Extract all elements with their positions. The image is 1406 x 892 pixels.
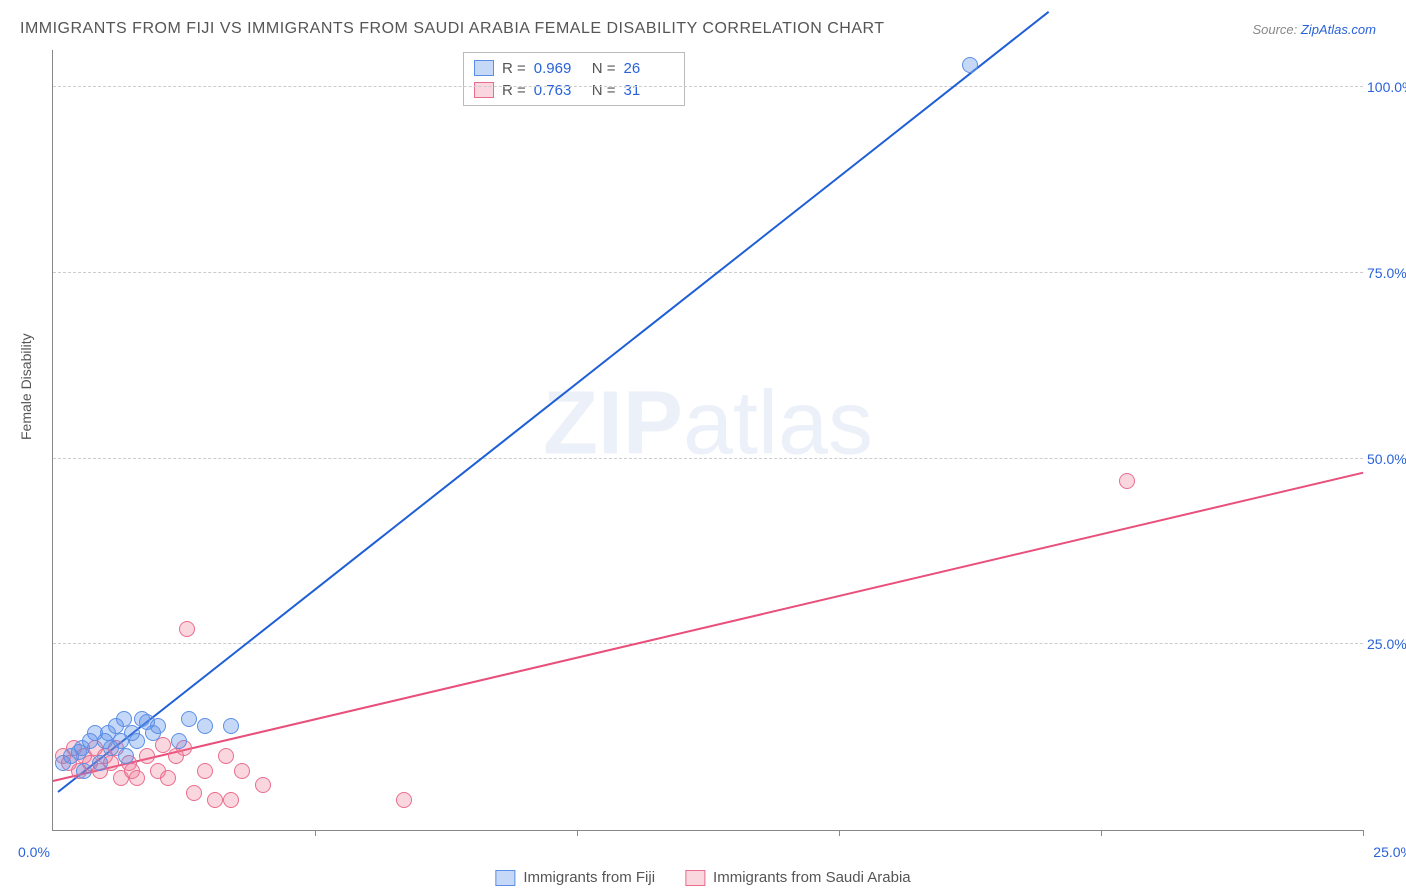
- x-far-label: 25.0%: [1373, 844, 1406, 860]
- data-point: [186, 785, 202, 801]
- swatch-series2: [474, 82, 494, 98]
- r-value: 0.969: [534, 60, 584, 77]
- y-tick-label: 75.0%: [1367, 265, 1406, 281]
- data-point: [234, 763, 250, 779]
- series-label: Immigrants from Saudi Arabia: [713, 869, 911, 886]
- data-point: [160, 770, 176, 786]
- legend-row: R = 0.763 N = 31: [474, 79, 674, 101]
- data-point: [218, 748, 234, 764]
- data-point: [223, 792, 239, 808]
- source-citation: Source: ZipAtlas.com: [1252, 22, 1376, 37]
- trendline: [58, 11, 1050, 793]
- x-origin-label: 0.0%: [18, 844, 50, 860]
- legend-series: Immigrants from Fiji Immigrants from Sau…: [495, 869, 910, 886]
- y-tick-label: 100.0%: [1367, 79, 1406, 95]
- r-label: R =: [502, 60, 526, 77]
- legend-item: Immigrants from Fiji: [495, 869, 655, 886]
- n-label: N =: [592, 60, 616, 77]
- swatch-series1: [474, 60, 494, 76]
- trendline: [53, 471, 1363, 781]
- data-point: [171, 733, 187, 749]
- data-point: [139, 748, 155, 764]
- data-point: [207, 792, 223, 808]
- y-axis-label: Female Disability: [18, 333, 34, 440]
- x-tick: [839, 830, 840, 836]
- data-point: [116, 711, 132, 727]
- data-point: [962, 57, 978, 73]
- data-point: [129, 733, 145, 749]
- n-value: 26: [624, 60, 674, 77]
- data-point: [1119, 473, 1135, 489]
- legend-row: R = 0.969 N = 26: [474, 57, 674, 79]
- y-tick-label: 50.0%: [1367, 451, 1406, 467]
- plot-area: ZIPatlas R = 0.969 N = 26 R = 0.763 N = …: [52, 50, 1363, 831]
- data-point: [118, 748, 134, 764]
- data-point: [150, 718, 166, 734]
- data-point: [76, 763, 92, 779]
- n-label: N =: [592, 82, 616, 99]
- data-point: [223, 718, 239, 734]
- gridline: [53, 86, 1363, 87]
- x-tick: [1363, 830, 1364, 836]
- n-value: 31: [624, 82, 674, 99]
- y-tick-label: 25.0%: [1367, 636, 1406, 652]
- data-point: [92, 755, 108, 771]
- x-tick: [577, 830, 578, 836]
- data-point: [129, 770, 145, 786]
- swatch-series2: [685, 870, 705, 886]
- r-label: R =: [502, 82, 526, 99]
- r-value: 0.763: [534, 82, 584, 99]
- chart-title: IMMIGRANTS FROM FIJI VS IMMIGRANTS FROM …: [20, 20, 885, 38]
- x-tick: [315, 830, 316, 836]
- gridline: [53, 458, 1363, 459]
- legend-item: Immigrants from Saudi Arabia: [685, 869, 911, 886]
- legend-correlation: R = 0.969 N = 26 R = 0.763 N = 31: [463, 52, 685, 106]
- watermark: ZIPatlas: [543, 373, 873, 476]
- swatch-series1: [495, 870, 515, 886]
- data-point: [396, 792, 412, 808]
- gridline: [53, 272, 1363, 273]
- data-point: [197, 763, 213, 779]
- gridline: [53, 643, 1363, 644]
- data-point: [255, 777, 271, 793]
- data-point: [197, 718, 213, 734]
- x-tick: [1101, 830, 1102, 836]
- series-label: Immigrants from Fiji: [523, 869, 655, 886]
- data-point: [179, 621, 195, 637]
- data-point: [181, 711, 197, 727]
- source-prefix: Source:: [1252, 22, 1300, 37]
- source-link[interactable]: ZipAtlas.com: [1301, 22, 1376, 37]
